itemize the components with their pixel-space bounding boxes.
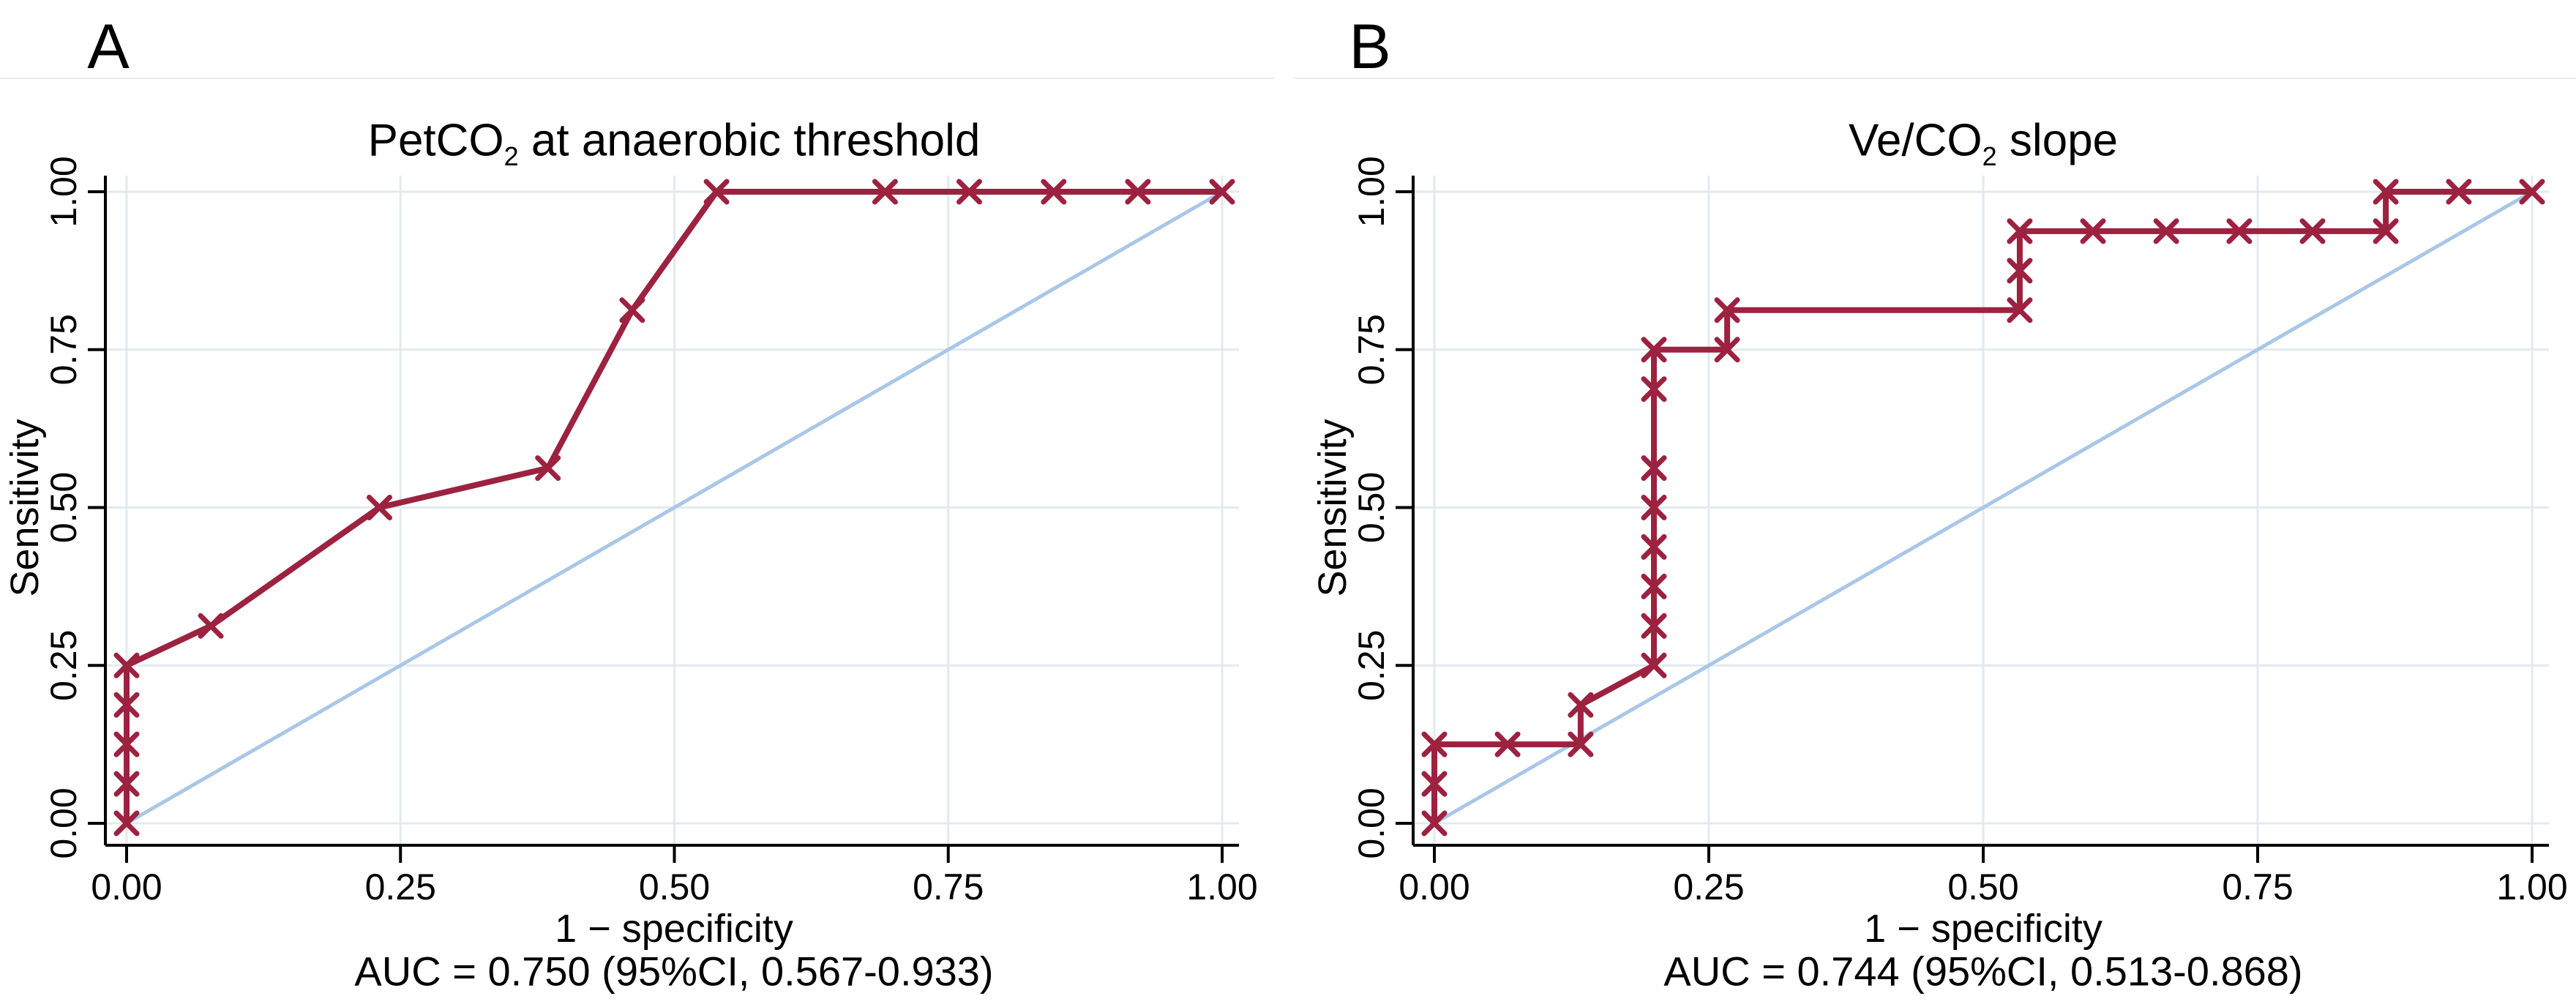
- x-tick-label: 0.50: [1947, 866, 2018, 907]
- panel-a-title-post: at anaerobic threshold: [518, 115, 981, 166]
- roc-point-marker: [2226, 218, 2253, 244]
- roc-point-marker: [956, 179, 982, 205]
- roc-point-marker: [1568, 731, 1594, 757]
- roc-point-marker: [1641, 613, 1667, 639]
- roc-point-marker: [113, 692, 140, 718]
- panel-b-title-post: slope: [1996, 115, 2119, 166]
- panel-a-letter: A: [87, 12, 130, 82]
- y-tick-label: 1.00: [1351, 156, 1392, 227]
- y-tick-label: 0.75: [1351, 314, 1392, 385]
- panel-a-title-pre: PetCO: [367, 115, 504, 166]
- roc-point-marker: [535, 455, 561, 482]
- x-tick-label: 0.00: [1399, 866, 1469, 907]
- y-tick-label: 0.50: [43, 472, 84, 543]
- roc-point-marker: [1125, 179, 1151, 205]
- roc-point-marker: [2080, 218, 2106, 244]
- reference-diagonal-line: [1433, 190, 2534, 826]
- panel-b-x-axis-title: 1 − specificity: [1864, 907, 2103, 951]
- x-tick-label: 0.25: [1673, 866, 1744, 907]
- panel-b-title-pre: Ve/CO: [1848, 115, 1982, 166]
- roc-point-marker: [1041, 179, 1067, 205]
- panel-a-auc-annotation: AUC = 0.750 (95%CI, 0.567-0.933): [354, 948, 994, 995]
- panel-a-title-subscript: 2: [503, 141, 519, 171]
- y-tick-label: 0.75: [43, 314, 84, 385]
- y-tick-label: 0.00: [1351, 787, 1392, 858]
- y-tick-label: 0.00: [43, 787, 84, 858]
- roc-point-marker: [1209, 179, 1235, 205]
- roc-point-marker: [1641, 455, 1667, 482]
- y-tick-label: 0.25: [1351, 630, 1392, 701]
- roc-point-marker: [2007, 297, 2033, 323]
- x-tick-label: 0.25: [365, 866, 436, 907]
- roc-point-marker: [113, 810, 140, 836]
- roc-point-marker: [1714, 297, 1740, 323]
- panel-a-y-axis-title: Sensitivity: [3, 419, 47, 597]
- x-tick-label: 1.00: [2496, 866, 2567, 907]
- roc-point-marker: [113, 731, 140, 757]
- panel-a-title: PetCO2 at anaerobic threshold: [367, 115, 981, 170]
- y-tick-label: 1.00: [43, 156, 84, 227]
- roc-point-marker: [1641, 534, 1667, 560]
- roc-point-marker: [2153, 218, 2179, 244]
- y-tick-label: 0.50: [1351, 472, 1392, 543]
- roc-point-marker: [2007, 258, 2033, 284]
- roc-point-marker: [367, 495, 392, 520]
- roc-point-marker: [1421, 810, 1448, 836]
- panel-a-x-axis-title: 1 − specificity: [555, 907, 793, 951]
- roc-point-marker: [1568, 692, 1594, 718]
- reference-diagonal-line: [125, 190, 1224, 826]
- roc-point-marker: [2007, 218, 2033, 244]
- roc-point-marker: [703, 179, 730, 205]
- panel-b-y-axis-title: Sensitivity: [1311, 419, 1355, 597]
- roc-point-marker: [1641, 652, 1667, 678]
- x-tick-label: 0.00: [91, 866, 162, 907]
- panel-b-title-subscript: 2: [1982, 141, 1997, 171]
- roc-point-marker: [113, 771, 140, 797]
- roc-point-marker: [1641, 495, 1667, 520]
- y-tick-label: 0.25: [43, 630, 84, 701]
- x-tick-label: 0.75: [2222, 866, 2293, 907]
- roc-panel-A: 0.00 0.25 0.50 0.75 1.00 0.00 0.25 0.50 0.75 1.00: [43, 156, 1258, 907]
- panel-b-letter: B: [1349, 12, 1391, 82]
- roc-point-marker: [113, 652, 140, 678]
- panel-a-top-rule: [0, 78, 1275, 79]
- roc-point-marker: [198, 613, 224, 639]
- roc-point-marker: [1641, 376, 1667, 403]
- roc-point-marker: [2519, 179, 2545, 205]
- roc-point-marker: [2446, 179, 2472, 205]
- roc-point-marker: [1421, 731, 1448, 757]
- roc-point-marker: [1421, 771, 1448, 797]
- x-tick-label: 0.75: [913, 866, 984, 907]
- roc-point-marker: [1494, 731, 1521, 757]
- roc-point-marker: [1641, 337, 1667, 363]
- roc-point-marker: [872, 179, 898, 205]
- roc-point-marker: [2373, 179, 2399, 205]
- x-tick-label: 0.50: [639, 866, 710, 907]
- roc-point-marker: [2299, 218, 2326, 244]
- roc-point-marker: [1641, 573, 1667, 599]
- roc-point-marker: [2373, 218, 2399, 244]
- panel-b-title: Ve/CO2 slope: [1848, 115, 2119, 170]
- panel-b-auc-annotation: AUC = 0.744 (95%CI, 0.513-0.868): [1663, 948, 2303, 995]
- x-tick-label: 1.00: [1186, 866, 1257, 907]
- panel-b-top-rule: [1294, 78, 2576, 79]
- roc-point-marker: [619, 297, 645, 323]
- roc-point-marker: [1714, 337, 1740, 363]
- roc-panel-B: 0.00 0.25 0.50 0.75 1.00 0.00 0.25 0.50 0.75 1.00: [1351, 156, 2568, 907]
